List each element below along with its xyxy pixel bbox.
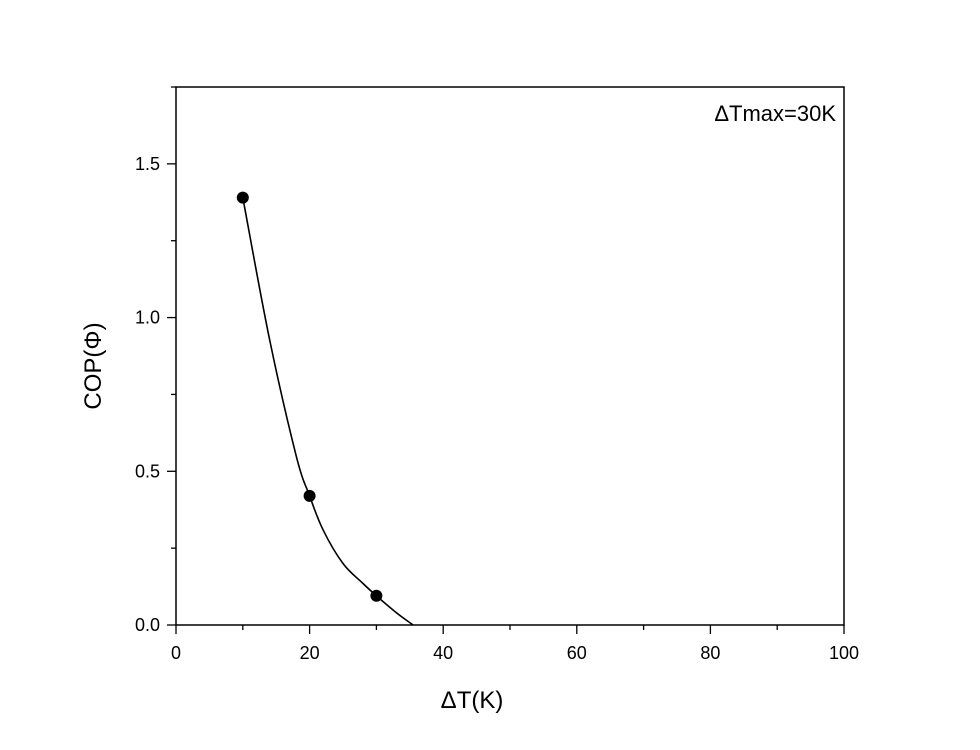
y-tick-label: 1.0: [135, 308, 160, 328]
x-tick-label: 80: [700, 643, 720, 663]
x-tick-label: 100: [829, 643, 859, 663]
plot-frame: [175, 86, 845, 626]
x-axis-title: ΔT(K): [441, 687, 504, 714]
data-point: [370, 589, 383, 602]
y-tick-label: 0.5: [135, 461, 160, 481]
y-tick-label: 1.5: [135, 154, 160, 174]
annotation-dtmax: ΔTmax=30K: [714, 101, 836, 126]
fit-curve: [242, 197, 414, 626]
data-point: [236, 191, 249, 204]
x-tick-label: 0: [171, 643, 181, 663]
y-axis-ticks: 0.0 0.5 1.0 1.5: [135, 86, 176, 635]
x-tick-label: 40: [433, 643, 453, 663]
data-point: [303, 489, 316, 502]
x-tick-label: 20: [300, 643, 320, 663]
x-tick-label: 60: [567, 643, 587, 663]
y-tick-label: 0.0: [135, 615, 160, 635]
x-axis-ticks: 0 20 40 60 80 100: [171, 625, 859, 663]
data-points: [236, 191, 383, 602]
y-axis-title: COP(Φ): [80, 322, 107, 409]
